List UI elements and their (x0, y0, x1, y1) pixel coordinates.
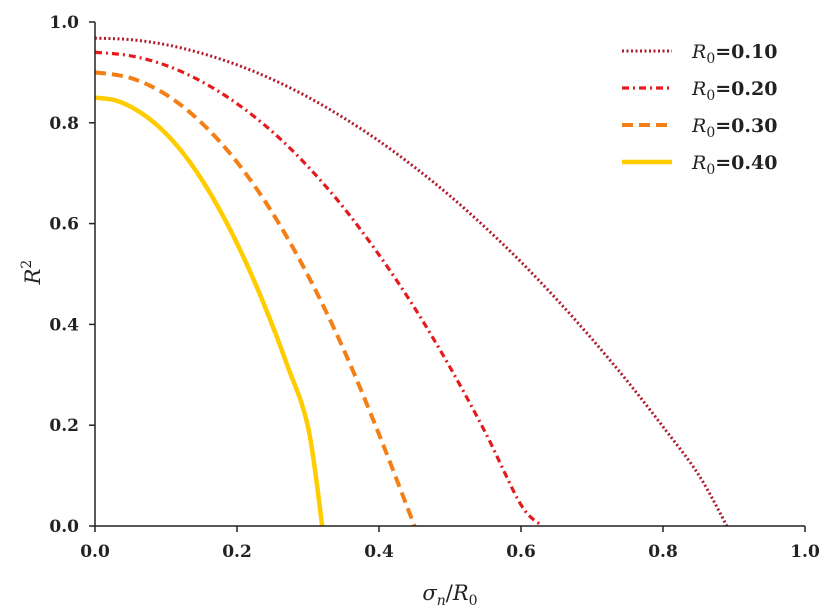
x-tick-label: 0.0 (80, 542, 110, 562)
legend-label-3: R0=0.30 (691, 115, 777, 141)
legend-label-4: R0=0.40 (691, 152, 777, 178)
y-tick-label: 0.8 (49, 114, 79, 134)
x-axis-label-r-sub: 0 (469, 593, 478, 609)
legend-symbol: R (691, 115, 706, 137)
x-tick-label: 0.4 (364, 542, 394, 562)
x-axis-label: σn/R0 (422, 581, 477, 609)
y-axis-label-r: R (21, 268, 45, 285)
y-axis-label: R2 (19, 260, 45, 286)
legend-label-2: R0=0.20 (691, 78, 777, 104)
curves-group (94, 36, 729, 528)
series-line-1 (94, 36, 729, 527)
legend-subscript: 0 (706, 51, 715, 67)
legend-symbol: R (691, 41, 706, 63)
legend-value: =0.20 (715, 78, 777, 100)
axes-group (94, 22, 805, 527)
series-line-4 (94, 95, 325, 527)
series-line-2 (94, 50, 544, 528)
x-tick-label: 1.0 (790, 542, 820, 562)
y-tick-label: 0.6 (49, 215, 79, 235)
legend-value: =0.40 (715, 152, 777, 174)
x-axis-label-r: R (452, 581, 469, 605)
ticks-group: 0.0 0.2 0.4 0.6 0.8 1.0 0.0 0.2 0.4 0.6 0.8 1.0 (49, 13, 820, 562)
x-tick-label: 0.6 (506, 542, 536, 562)
legend-value: =0.30 (715, 115, 777, 137)
y-tick-label: 0.2 (49, 416, 79, 436)
legend-value: =0.10 (715, 41, 777, 63)
legend-subscript: 0 (706, 125, 715, 141)
legend-symbol: R (691, 152, 706, 174)
y-tick-label: 1.0 (49, 13, 79, 33)
y-axis-label-sup: 2 (19, 260, 35, 269)
y-tick-label: 0.4 (49, 315, 79, 335)
legend-symbol: R (691, 78, 706, 100)
legend-subscript: 0 (706, 162, 715, 178)
legend-label-1: R0=0.10 (691, 41, 777, 67)
x-axis-label-sigma-sub: n (437, 593, 446, 609)
series-line-3 (94, 70, 417, 527)
x-axis-label-slash: / (446, 581, 454, 605)
x-tick-label: 0.8 (648, 542, 678, 562)
y-tick-label: 0.0 (49, 517, 79, 537)
x-tick-label: 0.2 (222, 542, 252, 562)
legend-subscript: 0 (706, 88, 715, 104)
x-axis-label-sigma: σ (422, 581, 437, 605)
